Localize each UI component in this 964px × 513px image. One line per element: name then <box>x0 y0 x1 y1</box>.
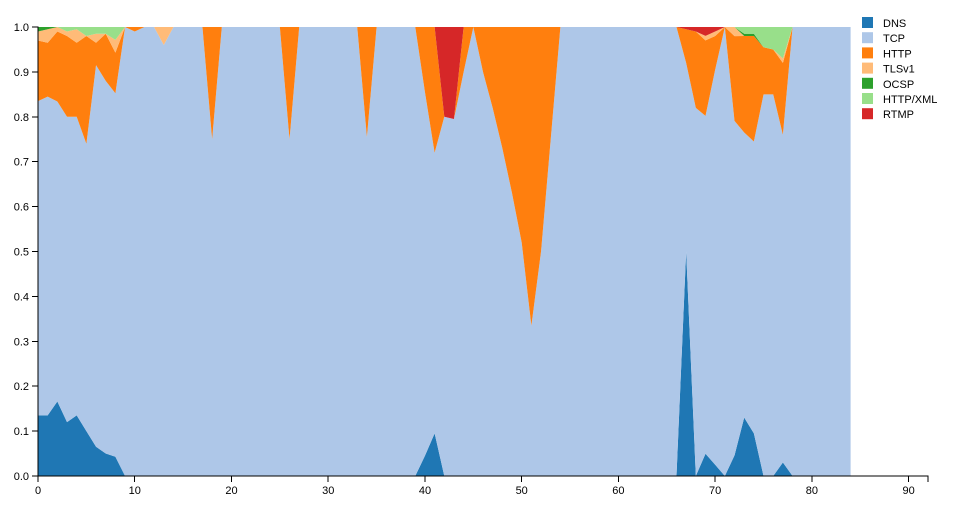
x-tick-label: 40 <box>419 485 431 497</box>
area-http <box>38 27 851 326</box>
legend-swatch <box>862 108 873 120</box>
x-tick: 90 <box>903 476 915 497</box>
legend-item-tlsv1: TLSv1 <box>862 62 915 76</box>
y-tick: 0.5 <box>14 247 38 259</box>
y-tick-label: 0.1 <box>14 426 29 438</box>
legend-item-http: HTTP <box>862 47 912 60</box>
y-tick: 0.7 <box>14 157 38 169</box>
y-tick: 0.4 <box>14 291 38 303</box>
legend-label: TCP <box>883 33 905 45</box>
y-tick-label: 0.7 <box>14 157 29 169</box>
y-tick-label: 0.3 <box>14 336 29 348</box>
legend-label: HTTP/XML <box>883 94 937 106</box>
legend-item-dns: DNS <box>862 17 906 30</box>
y-tick-label: 0.4 <box>14 291 29 303</box>
y-tick: 0.1 <box>14 426 38 438</box>
legend-label: RTMP <box>883 109 914 121</box>
area-rtmp <box>38 27 851 120</box>
x-tick-label: 50 <box>516 485 528 497</box>
series-areas <box>38 27 851 476</box>
x-tick-label: 80 <box>806 485 818 497</box>
x-tick-label: 0 <box>35 485 41 497</box>
x-tick: 30 <box>322 476 334 497</box>
legend-item-rtmp: RTMP <box>862 108 914 121</box>
y-tick-label: 0.6 <box>14 202 29 214</box>
x-tick-label: 60 <box>612 485 624 497</box>
y-tick-label: 0.0 <box>14 471 29 483</box>
legend-label: HTTP <box>883 48 912 60</box>
area-tlsv1 <box>38 27 851 120</box>
y-tick-label: 0.8 <box>14 112 29 124</box>
x-tick: 80 <box>806 476 818 497</box>
x-tick: 10 <box>129 476 141 497</box>
y-tick: 0.8 <box>14 112 38 124</box>
x-axis: 0 10 20 30 40 50 60 70 80 90 <box>35 475 929 497</box>
legend-item-ocsp: OCSP <box>862 77 914 91</box>
x-tick-label: 90 <box>903 485 915 497</box>
y-tick: 0.3 <box>14 336 38 348</box>
x-axis-line <box>37 475 929 482</box>
legend-swatch <box>862 62 873 74</box>
legend-label: TLSv1 <box>883 64 915 76</box>
y-tick-label: 0.2 <box>14 381 29 393</box>
y-tick-label: 0.9 <box>14 67 29 79</box>
x-tick: 0 <box>35 476 41 497</box>
x-tick-label: 10 <box>129 485 141 497</box>
y-tick: 0.2 <box>14 381 38 393</box>
x-tick: 40 <box>419 476 431 497</box>
legend-item-tcp: TCP <box>862 32 905 45</box>
y-tick: 0.0 <box>14 471 38 483</box>
y-tick-label: 0.5 <box>14 247 29 259</box>
x-tick: 50 <box>516 476 528 497</box>
y-tick: 1.0 <box>14 22 38 34</box>
legend-swatch <box>862 77 873 89</box>
legend-item-http-xml: HTTP/XML <box>862 93 937 106</box>
legend-swatch <box>862 47 873 59</box>
y-axis: 0.0 0.1 0.2 0.3 0.4 0.5 0.6 0.7 0.8 0.9 1.0 <box>14 22 39 483</box>
x-tick-label: 30 <box>322 485 334 497</box>
y-tick: 0.6 <box>14 202 38 214</box>
y-tick: 0.9 <box>14 67 38 79</box>
legend-label: OCSP <box>883 79 914 91</box>
x-tick: 70 <box>709 476 721 497</box>
legend-swatch <box>862 17 873 28</box>
legend-label: DNS <box>883 18 906 30</box>
x-tick: 20 <box>225 476 238 497</box>
legend-swatch <box>862 93 873 104</box>
x-tick: 60 <box>612 476 625 497</box>
x-tick-label: 20 <box>225 485 237 497</box>
y-tick-label: 1.0 <box>14 22 29 34</box>
area-http-xml <box>38 27 851 120</box>
x-tick-label: 70 <box>709 485 721 497</box>
legend: DNS TCP HTTP TLSv1 OCSP HTTP/XML RTMP <box>862 17 937 121</box>
area-dns <box>38 251 851 476</box>
area-tcp <box>38 27 851 476</box>
legend-swatch <box>862 32 873 44</box>
